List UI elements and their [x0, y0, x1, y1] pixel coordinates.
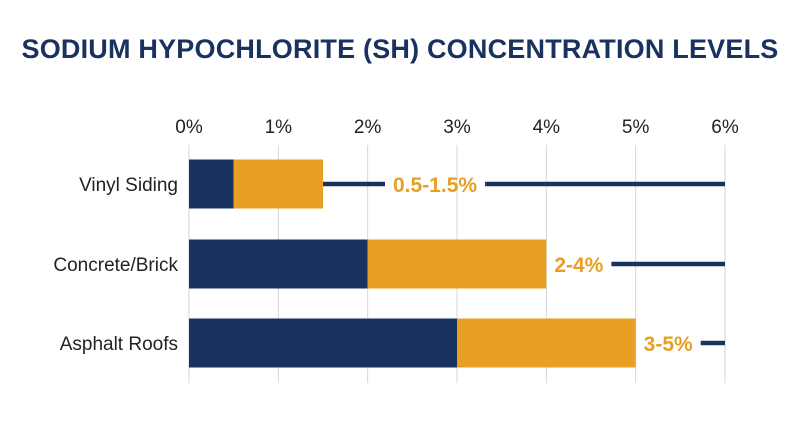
x-tick-label: 1% [265, 117, 293, 138]
bar-segment-base [189, 159, 234, 209]
bar-segment-range [367, 239, 547, 289]
bar-segment-range [233, 159, 323, 209]
category-label: Vinyl Siding [79, 175, 178, 196]
x-tick-label: 3% [443, 117, 471, 138]
category-label: Asphalt Roofs [60, 334, 178, 355]
x-tick-label: 4% [533, 117, 561, 138]
chart-title: SODIUM HYPOCHLORITE (SH) CONCENTRATION L… [21, 34, 779, 64]
bar-segment-base [189, 318, 457, 368]
bar-segment-range [457, 318, 636, 368]
x-tick-label: 6% [711, 117, 739, 138]
range-label: 3-5% [644, 333, 693, 356]
x-tick-label: 2% [354, 117, 382, 138]
range-label: 0.5-1.5% [393, 174, 477, 197]
x-tick-label: 5% [622, 117, 650, 138]
range-label: 2-4% [554, 254, 603, 277]
bar-segment-base [189, 239, 368, 289]
category-label: Concrete/Brick [53, 255, 178, 276]
x-tick-label: 0% [175, 117, 203, 138]
